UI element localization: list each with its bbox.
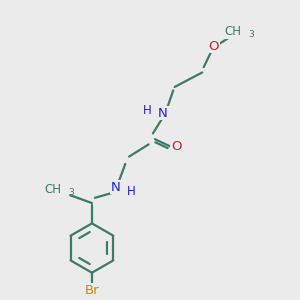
Text: N: N — [110, 181, 120, 194]
Text: CH: CH — [224, 25, 242, 38]
Text: H: H — [127, 185, 136, 198]
Text: H: H — [143, 104, 152, 117]
Text: O: O — [171, 140, 181, 153]
Text: 3: 3 — [69, 188, 74, 197]
Text: Br: Br — [85, 284, 99, 297]
Text: 3: 3 — [248, 30, 254, 39]
Text: CH: CH — [44, 184, 62, 196]
Text: O: O — [208, 40, 219, 53]
Text: N: N — [158, 106, 168, 120]
